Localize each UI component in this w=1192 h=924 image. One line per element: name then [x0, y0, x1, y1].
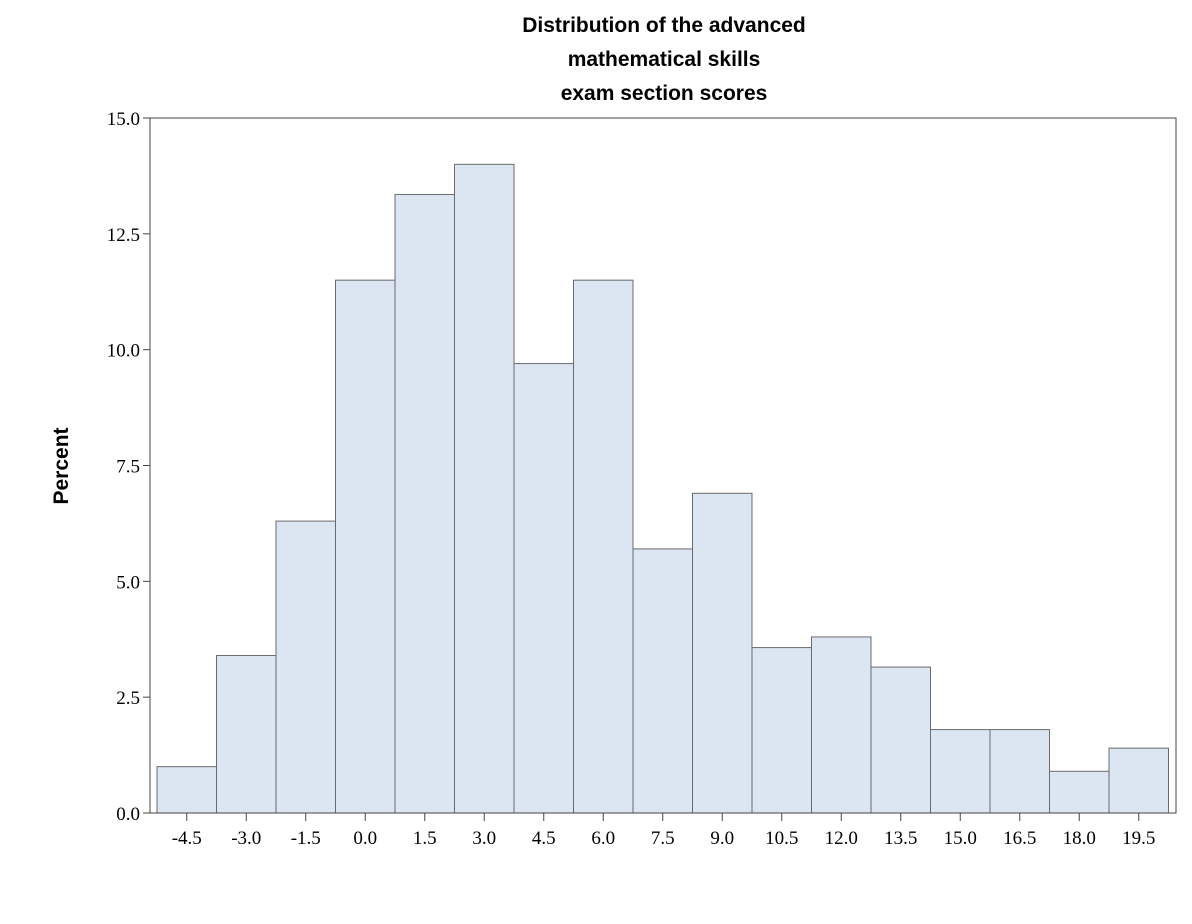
- histogram-bar: [989, 729, 1050, 814]
- chart-title-line: exam section scores: [561, 82, 768, 105]
- chart-title-line: mathematical skills: [568, 48, 761, 71]
- chart-title-line: Distribution of the advanced: [522, 14, 806, 37]
- histogram-bar: [692, 492, 753, 814]
- y-tick-label: 7.5: [116, 457, 140, 478]
- histogram-bar: [930, 729, 991, 814]
- histogram-bar: [335, 279, 396, 814]
- x-tick-label: 16.5: [1003, 828, 1036, 849]
- y-tick-label: 5.0: [116, 572, 140, 593]
- x-tick-label: 4.5: [532, 828, 556, 849]
- y-tick-label: 0.0: [116, 804, 140, 825]
- x-tick-label: 9.0: [710, 828, 734, 849]
- histogram-bar: [216, 654, 277, 814]
- x-axis-ticks: -4.5 -3.0 -1.5 0.0 1.5 3.0 4.5 6.0 7.5 9.0 10.5 12.…: [172, 813, 1155, 849]
- x-tick-label: 18.0: [1063, 828, 1096, 849]
- y-tick-label: 2.5: [116, 688, 140, 709]
- chart-title: Distribution of the advanced mathematical…: [522, 14, 806, 105]
- histogram-bar: [751, 647, 812, 814]
- histogram-bar: [454, 163, 515, 814]
- histogram-bar: [394, 193, 455, 814]
- histogram-bar: [156, 766, 217, 814]
- x-tick-label: 15.0: [944, 828, 977, 849]
- x-tick-label: 13.5: [884, 828, 917, 849]
- x-tick-label: 12.0: [825, 828, 858, 849]
- x-tick-label: 3.0: [472, 828, 496, 849]
- histogram-bar: [513, 363, 574, 814]
- histogram-bar: [1108, 747, 1169, 814]
- histogram-bar: [275, 520, 336, 814]
- y-axis-ticks: 0.0 2.5 5.0 7.5 10.0 12.5 15.0: [107, 109, 150, 825]
- y-tick-label: 12.5: [107, 225, 140, 246]
- x-tick-label: -1.5: [291, 828, 321, 849]
- y-tick-label: 15.0: [107, 109, 140, 130]
- x-tick-label: 7.5: [651, 828, 675, 849]
- bars: [156, 163, 1169, 814]
- y-axis-label: Percent: [50, 427, 73, 504]
- histogram-bar: [573, 279, 634, 814]
- histogram-bar: [870, 666, 931, 814]
- x-tick-label: -4.5: [172, 828, 202, 849]
- y-tick-label: 10.0: [107, 341, 140, 362]
- histogram-bar: [811, 636, 872, 814]
- x-tick-label: 6.0: [591, 828, 615, 849]
- x-tick-label: 1.5: [413, 828, 437, 849]
- histogram-bar: [1049, 770, 1110, 814]
- x-tick-label: 10.5: [765, 828, 798, 849]
- x-tick-label: 0.0: [353, 828, 377, 849]
- histogram-bar: [632, 548, 693, 814]
- x-tick-label: 19.5: [1122, 828, 1155, 849]
- x-tick-label: -3.0: [231, 828, 261, 849]
